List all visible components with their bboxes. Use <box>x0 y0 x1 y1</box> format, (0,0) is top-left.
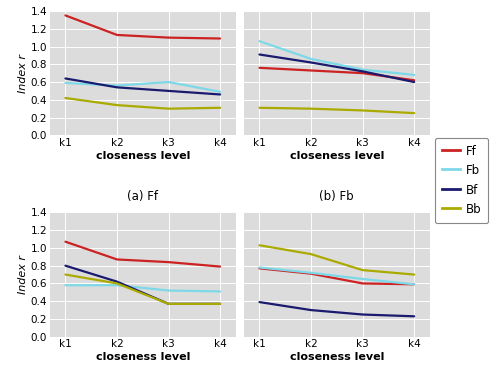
X-axis label: closeness level: closeness level <box>290 352 384 362</box>
Y-axis label: Index r: Index r <box>18 255 28 294</box>
Text: (a) Ff: (a) Ff <box>128 190 158 203</box>
Y-axis label: Index r: Index r <box>18 54 28 93</box>
X-axis label: closeness level: closeness level <box>96 151 190 161</box>
Legend: Ff, Fb, Bf, Bb: Ff, Fb, Bf, Bb <box>434 138 488 223</box>
X-axis label: closeness level: closeness level <box>96 352 190 362</box>
Text: (b) Fb: (b) Fb <box>320 190 354 203</box>
X-axis label: closeness level: closeness level <box>290 151 384 161</box>
